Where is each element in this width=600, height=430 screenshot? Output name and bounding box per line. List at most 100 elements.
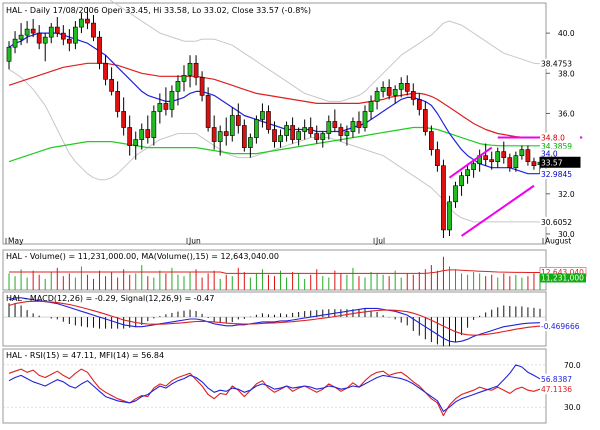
candle-body [459,175,464,187]
candle-body [163,103,169,110]
candle-body [386,87,392,96]
candle-body [356,121,362,128]
price-tag-bg-4 [539,156,581,168]
candle-body [531,161,537,166]
rsi-tick-label: 70.0 [564,361,581,370]
candle-body [495,151,501,162]
price-tick-label: 36.0 [558,109,575,118]
rsi-panel-frame [2,348,547,424]
rsi-tick-label: 30.0 [564,403,581,412]
price-tick-label: 38.0 [558,69,575,78]
mfi-tag-bg [540,373,580,384]
candle-body [344,131,350,136]
candle-body [157,103,163,112]
candle-body [115,91,120,112]
macd-tag: -0.469666 [541,322,580,331]
candle-body [235,115,241,126]
candle-body [362,111,368,128]
candle-body [60,32,66,40]
price-tag-text: 38.4753 [541,60,572,69]
price-tick-label: 40.0 [558,29,575,38]
candle-body [85,18,90,24]
candle-body [67,38,72,44]
candle-body [453,185,458,203]
price-tag-bg-1 [540,132,580,143]
price-tag-bg-0 [540,58,580,69]
trendline-2 [460,184,535,237]
candle-body [380,87,386,92]
candle-body [392,89,398,96]
candle-body [422,109,428,132]
candle-body [205,95,211,128]
mfi-line [8,364,541,412]
candle-body [314,133,320,140]
candle-body [211,127,217,142]
candle-body [410,91,416,100]
candle-body [471,163,476,170]
candle-body [254,119,259,138]
candle-body [18,34,24,40]
price-tag-text: 34.0 [541,150,558,159]
macd-tag-bg [540,321,584,332]
macd-line [8,297,541,343]
chart-title: HAL - Daily 17/08/2006 Open 33.45, Hi 33… [6,6,311,15]
candle-body [91,22,96,38]
candle-body [145,129,151,138]
candle-body [350,121,356,132]
candle-body [260,111,265,120]
candle-body [199,77,205,96]
price-tag-bg-3 [540,148,580,159]
rsi-line [8,368,541,417]
price-tag-text: 34.3859 [541,142,572,151]
candle-body [525,149,531,162]
candle-body [103,62,108,80]
bollinger-upper-line [109,0,541,102]
candle-body [24,28,30,36]
candle-body [302,127,308,132]
candle-body [30,28,36,34]
candle-body [133,139,139,146]
volume-tag-bg [540,273,586,283]
candle-body [109,79,114,92]
price-tick-label: 32.0 [558,190,575,199]
price-tag-bg-5 [540,169,580,180]
candle-body [42,36,48,44]
candle-body [139,129,145,140]
candle-body [12,38,18,48]
candle-body [187,62,193,76]
x-label: Jul [375,237,385,246]
candle-body [368,101,374,112]
volume-label: HAL - Volume() = 11,231,000.00, MA(Volum… [6,252,279,261]
candle-body [326,121,332,134]
candle-body [272,129,277,142]
candle-body [374,91,380,102]
macd-label: HAL - MACD(12,26) = -0.29, Signal(12,26,… [6,294,214,303]
volume-tag: 11,231,000 [541,273,584,282]
price-tag-text: 34.8.0 [541,134,565,143]
candle-body [483,155,489,160]
volume-ma-tag: 12,643,040 [541,268,584,277]
candle-body [519,149,525,156]
ma-green-line [8,126,540,163]
candle-body [127,127,133,146]
rsi-label: HAL - RSI(15) = 47.11, MFI(14) = 56.84 [6,351,164,360]
candle-body [169,91,175,110]
candle-body [266,111,271,130]
candle-body [241,125,247,148]
candle-body [435,149,440,166]
candle-body [416,99,422,110]
candle-body [513,155,519,168]
mfi-tag: 56.8387 [541,375,572,384]
macd-signal-line [8,300,541,336]
candle-body [73,26,78,44]
candle-body [296,131,301,140]
candle-body [229,115,235,136]
candle-body [181,75,187,82]
price-tag-bg-2 [540,140,580,151]
candle-body [404,83,410,92]
x-label: May [8,237,24,246]
candle-body [36,32,42,44]
candle-body [223,131,229,136]
candle-body [248,137,253,148]
